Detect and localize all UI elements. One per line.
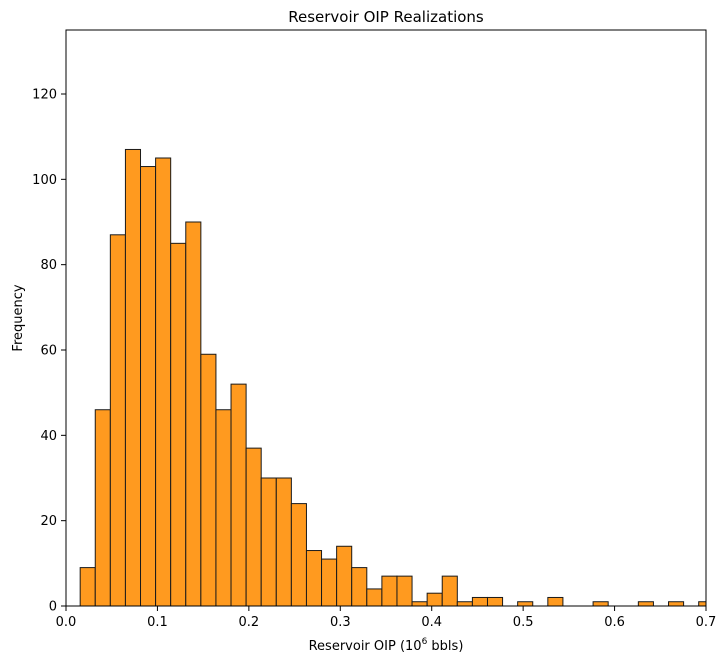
histogram-bar [124,148,142,607]
y-tick-label: 20 [40,514,57,529]
histogram-bar [109,234,126,607]
x-tick-label: 0.3 [330,615,351,630]
y-tick-label: 80 [40,258,57,273]
histogram-bar [275,477,292,607]
histogram-bar [260,477,277,607]
x-tick-label: 0.5 [513,615,534,630]
histogram-bar [155,157,172,607]
y-tick-label: 0 [49,600,57,615]
histogram-bar [79,567,96,607]
histogram-bar [411,601,428,607]
x-tick-label: 0.1 [147,615,168,630]
y-tick-label: 120 [32,88,57,103]
histogram-bar [305,550,323,607]
x-tick-label: 0.6 [604,615,625,630]
x-axis-ticks: 0.0 0.1 0.2 0.3 0.4 0.5 0.6 0.7 [56,606,717,630]
histogram-bar [94,409,111,607]
histogram-bar [592,601,609,607]
histogram-bar [668,601,685,607]
histogram-bar [381,575,398,607]
x-tick-label: 0.4 [421,615,442,630]
histogram-bar [170,242,187,607]
histogram-bar [441,575,458,607]
histogram-bar [185,221,202,607]
histogram-bar [486,596,504,607]
x-axis-label: Reservoir OIP (106 bbls) [309,637,464,654]
chart-title: Reservoir OIP Realizations [288,8,484,26]
histogram-bar [321,558,338,607]
histogram-bar [396,575,413,607]
y-tick-label: 40 [40,429,57,444]
histogram-bar [517,601,534,607]
histogram-bar [637,601,654,607]
bars-group [79,148,707,607]
histogram-bar [471,596,488,607]
histogram-bar [140,166,157,607]
y-tick-label: 100 [32,173,57,188]
histogram-bar [456,601,473,607]
histogram-bar [290,503,307,607]
y-tick-label: 60 [40,344,57,359]
plot-frame [65,29,707,607]
histogram-bar [215,409,232,607]
histogram-bar [426,592,443,607]
histogram-bar [366,588,383,607]
y-axis-label: Frequency [11,284,26,351]
x-tick-label: 0.7 [696,615,717,630]
histogram-bar [698,601,707,607]
histogram-bar [200,353,217,607]
histogram-bar [230,383,247,607]
histogram-bar [351,567,368,607]
histogram-bar [245,447,262,607]
y-axis-ticks: 0 20 40 60 80 100 120 [32,88,66,615]
x-tick-label: 0.0 [56,615,77,630]
histogram-bar [336,545,353,607]
histogram-bar [547,596,564,607]
x-tick-label: 0.2 [239,615,260,630]
